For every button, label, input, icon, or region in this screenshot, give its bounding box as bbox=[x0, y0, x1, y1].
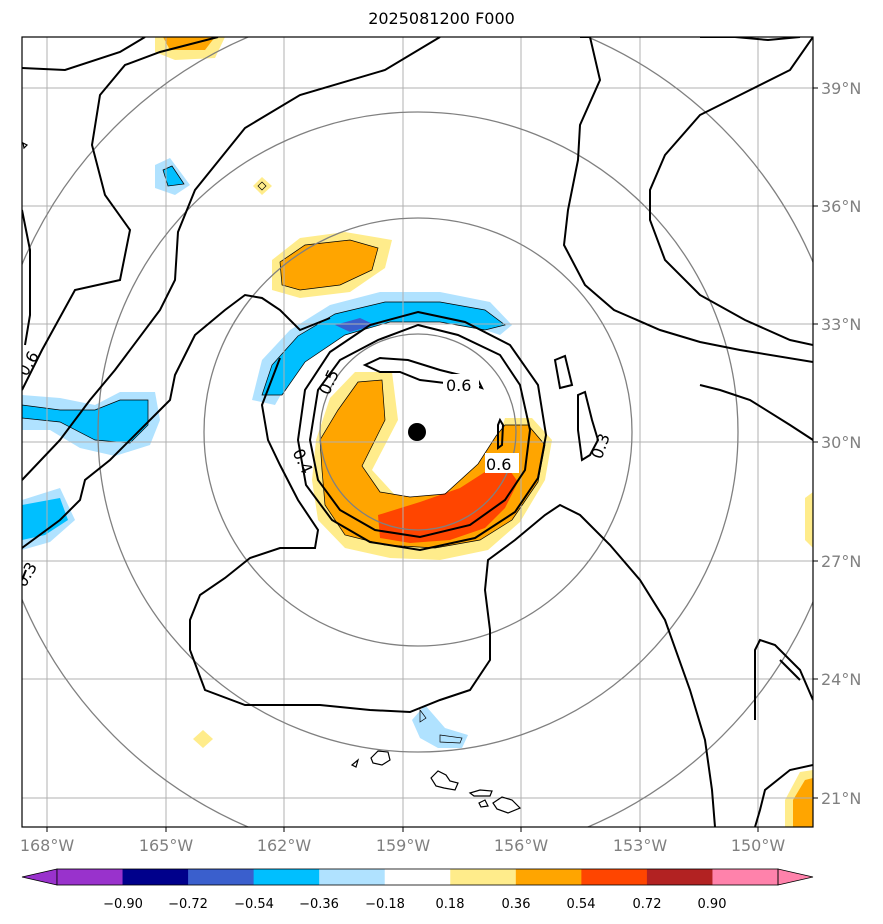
cb-tick-8: 0.72 bbox=[633, 897, 662, 912]
map-title: 2025081200 F000 bbox=[368, 9, 515, 28]
map-frame bbox=[21, 36, 814, 828]
colorbar-extend-low bbox=[21, 868, 58, 886]
shading-layer bbox=[22, 37, 813, 827]
cb-tick-4: −0.18 bbox=[365, 897, 405, 912]
contour-label-0.6a: 0.6 bbox=[446, 376, 471, 395]
cb-tick-0: −0.90 bbox=[103, 897, 143, 912]
contour-label-0.6-west: 0.6 bbox=[14, 348, 43, 380]
cb-tick-3: −0.36 bbox=[299, 897, 339, 912]
shade-west-blue-inner bbox=[22, 400, 148, 443]
lon-label-159W: 159°W bbox=[376, 836, 431, 855]
cb-tick-1: −0.72 bbox=[168, 897, 208, 912]
colorbar-segments bbox=[57, 869, 779, 885]
lon-label-162W: 162°W bbox=[257, 836, 312, 855]
colorbar-frame bbox=[56, 868, 779, 886]
colorbar-segment bbox=[712, 869, 779, 885]
shade-dot2 bbox=[193, 730, 213, 748]
lat-label-36N: 36°N bbox=[821, 197, 861, 216]
colorbar: −0.90 −0.72 −0.54 −0.36 −0.18 0.18 0.36 … bbox=[21, 868, 814, 912]
colorbar-segment bbox=[646, 869, 713, 885]
coastlines bbox=[22, 141, 522, 814]
shade-west-blue2-inner bbox=[22, 498, 68, 540]
shade-storm-red bbox=[378, 468, 518, 543]
lat-labels: 39°N 36°N 33°N 30°N 27°N 24°N 21°N bbox=[821, 79, 861, 808]
cb-tick-7: 0.54 bbox=[567, 897, 596, 912]
contour-label-0.3-west: 0.3 bbox=[12, 559, 41, 591]
contour-label-0.3-east: 0.3 bbox=[587, 431, 614, 461]
lat-label-27N: 27°N bbox=[821, 552, 861, 571]
lon-label-165W: 165°W bbox=[139, 836, 194, 855]
lon-label-150W: 150°W bbox=[731, 836, 786, 855]
contour-lines bbox=[22, 37, 813, 827]
colorbar-extend-high bbox=[777, 868, 814, 886]
cb-tick-9: 0.90 bbox=[698, 897, 727, 912]
contour-label-0.6b: 0.6 bbox=[486, 455, 511, 474]
colorbar-segment bbox=[450, 869, 517, 885]
lon-labels: 168°W 165°W 162°W 159°W 156°W 153°W 150°… bbox=[20, 836, 786, 855]
shade-dot1 bbox=[253, 177, 272, 195]
range-rings bbox=[22, 37, 813, 827]
colorbar-segment bbox=[188, 869, 255, 885]
lat-label-33N: 33°N bbox=[821, 315, 861, 334]
lat-label-21N: 21°N bbox=[821, 789, 861, 808]
shade-blue-small-inner bbox=[163, 166, 184, 186]
shade-blue-arc-inner bbox=[262, 302, 505, 395]
tick-marks bbox=[46, 87, 818, 832]
cb-tick-5: 0.18 bbox=[436, 897, 465, 912]
lat-label-24N: 24°N bbox=[821, 670, 861, 689]
cb-tick-2: −0.54 bbox=[234, 897, 274, 912]
lon-label-156W: 156°W bbox=[494, 836, 549, 855]
shade-east-yellow bbox=[805, 492, 813, 548]
colorbar-segment bbox=[515, 869, 582, 885]
shade-nw-orange bbox=[280, 240, 378, 290]
shade-purple-arc bbox=[335, 318, 375, 332]
colorbar-segment bbox=[319, 869, 386, 885]
lon-label-168W: 168°W bbox=[20, 836, 75, 855]
storm-center-dot bbox=[408, 423, 426, 441]
colorbar-segment bbox=[253, 869, 320, 885]
colorbar-segment bbox=[57, 869, 124, 885]
colorbar-segment bbox=[581, 869, 648, 885]
cb-tick-6: 0.36 bbox=[502, 897, 531, 912]
colorbar-segment bbox=[384, 869, 451, 885]
lat-label-39N: 39°N bbox=[821, 79, 861, 98]
lat-label-30N: 30°N bbox=[821, 433, 861, 452]
colorbar-ticks: −0.90 −0.72 −0.54 −0.36 −0.18 0.18 0.36 … bbox=[103, 897, 726, 912]
shade-se-orange bbox=[793, 778, 813, 827]
map-area: 0.6 0.6 0.5 0.4 0.3 0.3 0.6 bbox=[12, 37, 813, 827]
lon-label-153W: 153°W bbox=[613, 836, 668, 855]
colorbar-segment bbox=[122, 869, 189, 885]
